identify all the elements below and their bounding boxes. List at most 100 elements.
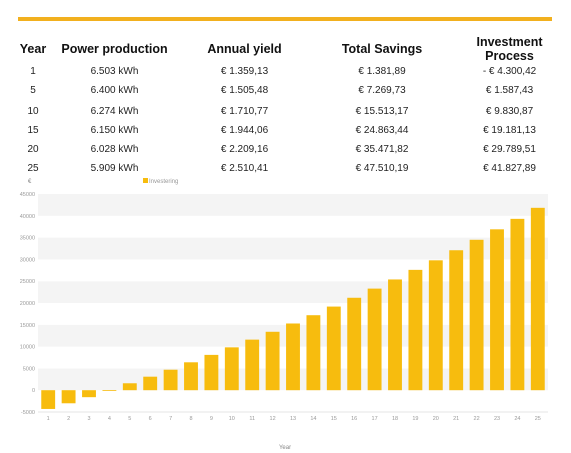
cell-year: 1 bbox=[30, 65, 36, 77]
legend-swatch bbox=[143, 178, 148, 183]
x-tick-label: 6 bbox=[149, 416, 152, 422]
bar-year-17 bbox=[367, 288, 382, 391]
bar-year-6 bbox=[143, 376, 158, 391]
bar-year-7 bbox=[163, 369, 178, 391]
bar-year-1 bbox=[41, 390, 56, 409]
bar-year-3 bbox=[82, 390, 96, 398]
y-tick-label: 5000 bbox=[23, 366, 35, 372]
cell-power: 6.028 kWh bbox=[90, 144, 139, 155]
cell-total-savings: € 47.510,19 bbox=[355, 163, 409, 174]
x-tick-label: 13 bbox=[290, 416, 296, 422]
cell-power: 6.150 kWh bbox=[90, 125, 139, 136]
grid-band bbox=[38, 215, 548, 238]
cell-total-savings: € 35.471,82 bbox=[355, 144, 409, 155]
x-tick-label: 20 bbox=[433, 416, 439, 422]
cell-year: 15 bbox=[27, 125, 39, 136]
accent-bar bbox=[18, 17, 552, 21]
bar-year-23 bbox=[490, 229, 504, 391]
x-tick-label: 5 bbox=[128, 416, 131, 422]
cell-investment: € 9.830,87 bbox=[485, 105, 534, 117]
table-row: 15 6.150 kWh € 1.944,06 € 24.863,44 € 19… bbox=[14, 121, 567, 140]
cell-power: 6.503 kWh bbox=[90, 65, 139, 77]
bar-year-8 bbox=[184, 362, 198, 391]
cell-total-savings: € 15.513,17 bbox=[355, 105, 409, 117]
cell-power: 6.400 kWh bbox=[90, 84, 139, 96]
bar-year-5 bbox=[122, 383, 137, 391]
cell-year: 25 bbox=[27, 163, 39, 174]
x-tick-label: 1 bbox=[47, 416, 50, 422]
cell-total-savings: € 24.863,44 bbox=[355, 125, 409, 136]
x-tick-label: 21 bbox=[453, 416, 459, 422]
cell-total-savings: € 1.381,89 bbox=[358, 65, 406, 77]
y-tick-label: 45000 bbox=[20, 192, 35, 198]
x-tick-label: 4 bbox=[108, 416, 111, 422]
x-tick-label: 15 bbox=[331, 416, 337, 422]
bar-year-16 bbox=[347, 297, 362, 391]
x-tick-label: 10 bbox=[229, 416, 235, 422]
cell-year: 20 bbox=[27, 144, 39, 155]
x-tick-label: 18 bbox=[392, 416, 398, 422]
legend-label: Investering bbox=[149, 179, 178, 185]
x-tick-label: 9 bbox=[210, 416, 213, 422]
x-tick-label: 11 bbox=[249, 416, 255, 422]
bar-year-4 bbox=[102, 390, 117, 391]
header-power-production: Power production bbox=[61, 42, 168, 56]
header-annual-yield: Annual yield bbox=[207, 42, 282, 56]
bar-year-20 bbox=[428, 260, 443, 391]
bar-year-18 bbox=[388, 279, 402, 391]
cell-investment: € 19.181,13 bbox=[483, 125, 536, 136]
bar-year-2 bbox=[61, 390, 76, 404]
bar-year-19 bbox=[408, 269, 423, 391]
header-investment-process: Investment Process bbox=[476, 35, 543, 63]
cell-total-savings: € 7.269,73 bbox=[358, 84, 406, 96]
cell-annual-yield: € 1.505,48 bbox=[220, 84, 269, 96]
y-tick-label: 0 bbox=[32, 388, 35, 394]
cell-investment: € 41.827,89 bbox=[483, 163, 536, 174]
x-tick-label: 17 bbox=[372, 416, 378, 422]
y-tick-label: 20000 bbox=[20, 301, 35, 307]
y-tick-label: 25000 bbox=[20, 279, 35, 285]
x-tick-label: 16 bbox=[351, 416, 357, 422]
bar-year-25 bbox=[530, 207, 545, 391]
y-axis-unit-label: € bbox=[28, 179, 32, 185]
x-tick-label: 12 bbox=[270, 416, 276, 422]
cell-year: 10 bbox=[27, 105, 39, 117]
bar-year-12 bbox=[265, 331, 280, 391]
cell-investment: - € 4.300,42 bbox=[482, 65, 537, 77]
cell-investment: € 1.587,43 bbox=[485, 84, 534, 96]
bar-year-24 bbox=[510, 218, 525, 391]
investment-bar-chart: € Investering Year -5000 0 5000 10000 15000 2… bbox=[20, 178, 548, 451]
y-tick-label: 15000 bbox=[20, 323, 35, 329]
table-row: 5 6.400 kWh € 1.505,48 € 7.269,73 € 1.58… bbox=[14, 79, 567, 101]
y-tick-label: 30000 bbox=[20, 257, 35, 263]
table-row: 20 6.028 kWh € 2.209,16 € 35.471,82 € 29… bbox=[14, 140, 567, 159]
x-tick-label: 7 bbox=[169, 416, 172, 422]
cell-annual-yield: € 1.359,13 bbox=[220, 65, 269, 77]
grid-band bbox=[38, 237, 548, 260]
x-tick-label: 14 bbox=[310, 416, 316, 422]
x-tick-label: 23 bbox=[494, 416, 500, 422]
cell-annual-yield: € 1.710,77 bbox=[220, 105, 269, 117]
cell-power: 6.274 kWh bbox=[90, 105, 139, 117]
yield-table: Year Power production Annual yield Total… bbox=[14, 35, 567, 178]
header-year: Year bbox=[19, 42, 47, 56]
cell-annual-yield: € 1.944,06 bbox=[220, 125, 269, 136]
x-tick-label: 8 bbox=[189, 416, 192, 422]
bar-year-14 bbox=[306, 315, 321, 391]
table-row: 25 5.909 kWh € 2.510,41 € 47.510,19 € 41… bbox=[14, 159, 567, 178]
x-tick-label: 25 bbox=[535, 416, 541, 422]
x-tick-label: 19 bbox=[412, 416, 418, 422]
y-tick-label: -5000 bbox=[21, 410, 35, 416]
table-row: 1 6.503 kWh € 1.359,13 € 1.381,89 - € 4.… bbox=[14, 63, 567, 79]
x-tick-label: 3 bbox=[87, 416, 90, 422]
y-tick-label: 10000 bbox=[20, 345, 35, 351]
bar-year-22 bbox=[469, 239, 484, 391]
x-axis-title: Year bbox=[279, 445, 291, 451]
header-total-savings: Total Savings bbox=[341, 42, 423, 56]
bar-year-11 bbox=[245, 339, 260, 391]
table-row: 10 6.274 kWh € 1.710,77 € 15.513,17 € 9.… bbox=[14, 101, 567, 121]
cell-year: 5 bbox=[30, 84, 36, 96]
x-tick-label: 22 bbox=[474, 416, 480, 422]
x-tick-label: 24 bbox=[514, 416, 520, 422]
cell-investment: € 29.789,51 bbox=[483, 144, 536, 155]
